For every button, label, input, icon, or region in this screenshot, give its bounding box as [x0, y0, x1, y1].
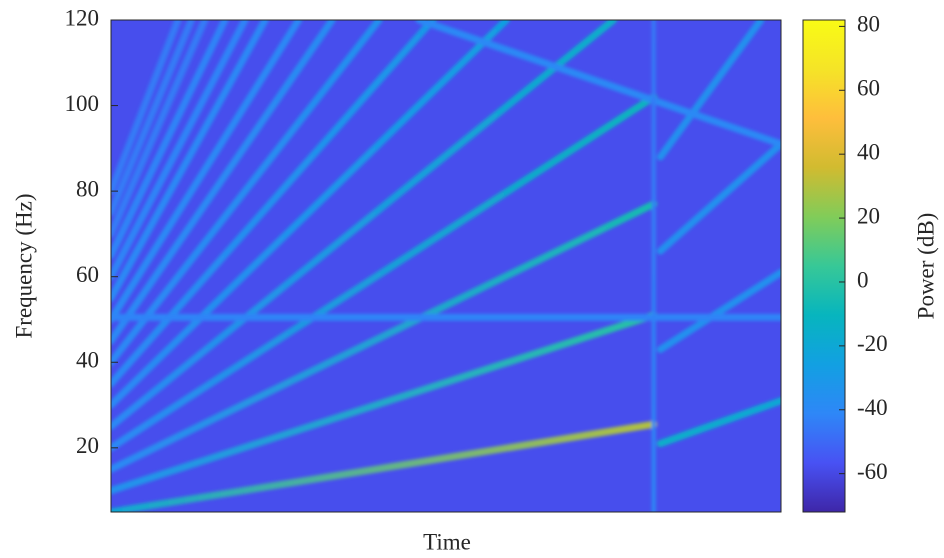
colorbar-tick-label: -60 — [857, 459, 888, 484]
ridge — [111, 20, 182, 195]
ridge — [656, 268, 781, 353]
ridge — [111, 20, 617, 430]
ridge — [111, 20, 195, 217]
colorbar-tick-label: 60 — [857, 76, 880, 101]
ridge — [111, 20, 336, 345]
y-tick-label: 20 — [76, 433, 99, 458]
x-axis-label: Time — [423, 529, 471, 554]
ridge — [656, 140, 781, 255]
ridge — [111, 20, 269, 302]
ridge — [111, 93, 658, 452]
colorbar-tick-label: 40 — [857, 139, 880, 164]
y-tick-label: 80 — [76, 176, 99, 201]
ridge — [111, 20, 383, 366]
y-tick-label: 100 — [65, 91, 100, 116]
y-tick-label: 120 — [65, 5, 100, 30]
plot-frame — [110, 19, 782, 513]
colorbar-tick-label: -20 — [857, 331, 888, 356]
colorbar — [802, 19, 846, 513]
colorbar-tick-label: 0 — [857, 267, 869, 292]
colorbar-tick-label: -40 — [857, 395, 888, 420]
colorbar-tick-label: 20 — [857, 203, 880, 228]
colorbar-label: Power (dB) — [913, 213, 938, 320]
ridge — [111, 200, 658, 473]
spectrogram-ridges — [111, 20, 781, 512]
ridge — [656, 397, 781, 448]
ridge — [111, 420, 658, 512]
colorbar-tick-label: 80 — [857, 12, 880, 37]
ridge — [111, 20, 510, 409]
ridge — [111, 311, 658, 495]
y-tick-label: 60 — [76, 262, 99, 287]
ridge — [111, 20, 437, 388]
ridge — [111, 20, 249, 281]
ridge — [111, 20, 209, 238]
y-tick-label: 40 — [76, 348, 99, 373]
ridge — [111, 20, 229, 259]
ridge — [656, 20, 765, 161]
ridge — [111, 20, 303, 323]
y-axis-label: Frequency (Hz) — [11, 194, 36, 339]
ridge — [415, 20, 781, 148]
